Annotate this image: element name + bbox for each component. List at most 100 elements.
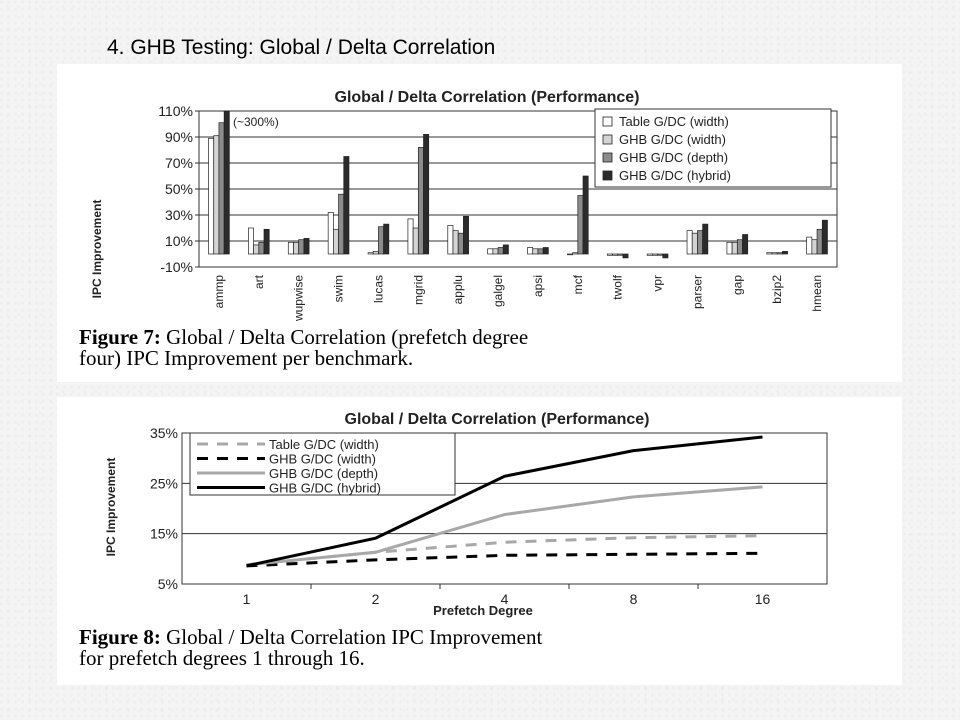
bar [816,228,823,255]
figure-7-panel: Global / Delta Correlation (Performance)… [57,64,902,382]
bar [248,227,254,255]
bar [736,239,743,255]
y-tick-label: 90% [165,129,193,145]
bar [417,147,424,255]
bar [407,218,414,255]
bar [606,253,613,256]
bar [372,251,379,255]
bar [577,195,584,255]
x-tick-label: art [252,274,266,289]
bar [567,253,573,256]
bar [686,230,693,255]
bar [213,135,220,255]
bar [806,236,813,255]
x-tick-label: galgel [491,275,505,307]
x-tick-label: mgrid [411,275,425,305]
y-tick-label: 30% [165,207,193,223]
x-tick-label: vpr [651,275,665,292]
y-tick-label: 110% [158,103,193,119]
figure-8-caption: Figure 8: Global / Delta Correlation IPC… [79,627,542,669]
y-tick-label: 15% [150,526,178,542]
legend-label: GHB G/DC (depth) [269,466,378,481]
y-tick-label: -10% [160,259,193,275]
bar [423,134,430,255]
bar [293,241,300,255]
bar [208,137,215,255]
legend-label: GHB G/DC (width) [269,452,376,467]
bar [582,175,589,255]
x-tick-label: apsi [531,275,545,297]
x-tick-label: gap [730,275,744,295]
bar [776,252,783,255]
bar [492,248,499,255]
caption-label: Figure 8: [79,625,161,649]
bar [542,247,549,255]
bar [662,253,669,259]
annotation-label: (~300%) [233,115,279,129]
bar [303,238,310,255]
bar [617,253,624,256]
legend-box [189,432,456,496]
caption-text-line2: four) IPC Improvement per benchmark. [79,346,414,370]
bar [691,232,698,255]
x-tick-label: lucas [371,275,385,303]
bar [612,253,619,256]
bar [782,251,788,255]
y-axis-label: IPC Improvement [90,200,104,299]
legend-label: GHB G/DC (hybrid) [619,168,731,183]
bar [223,110,230,255]
bar [697,230,703,255]
x-tick-label: wupwise [292,275,306,322]
bar [218,122,225,255]
bar [821,219,828,255]
bar [497,247,504,255]
bar [657,253,664,256]
bar [731,241,738,255]
legend-label: GHB G/DC (depth) [619,150,728,165]
bar [378,226,384,255]
y-tick-label: 5% [158,576,178,592]
y-tick-label: 25% [150,475,178,491]
series-line [246,485,763,567]
bar [532,248,539,255]
bar [253,244,260,255]
bar [487,248,494,255]
legend-label: Table G/DC (width) [269,437,379,452]
bar-chart: Global / Delta Correlation (Performance)… [90,89,838,322]
x-tick-label: hmean [810,275,824,312]
caption-text-line2: for prefetch degrees 1 through 16. [79,646,365,670]
bar [412,227,419,255]
legend-label: GHB G/DC (hybrid) [269,481,381,496]
figure-7-caption: Figure 7: Global / Delta Correlation (pr… [79,327,528,369]
bar [452,230,459,255]
bar [502,244,509,255]
bar [652,253,658,256]
x-axis-label: Prefetch Degree [433,603,533,618]
bar [537,248,544,255]
x-tick-label: 4 [501,591,509,607]
x-tick-label: swim [332,275,346,302]
x-tick-label: parser [690,275,704,309]
legend-box [594,108,832,188]
bar [726,241,733,255]
caption-text: Global / Delta Correlation IPC Improveme… [160,625,543,649]
bar [343,156,350,255]
legend-swatch [602,116,613,127]
x-tick-label: mcf [571,274,585,294]
bar [771,252,778,255]
x-tick-label: 8 [630,591,638,607]
y-tick-label: 10% [165,233,193,249]
y-tick-label: 35% [150,425,178,441]
bar [263,228,270,255]
chart-title: Global / Delta Correlation (Performance) [345,411,650,428]
bar [338,193,345,255]
bar [447,225,454,255]
x-tick-label: 16 [755,591,771,607]
legend-swatch [602,152,613,163]
x-tick-label: ammp [212,275,226,309]
legend-label: GHB G/DC (width) [619,132,726,147]
legend-swatch [602,134,613,145]
x-tick-label: bzip2 [770,275,784,304]
bar [463,215,469,255]
y-axis-label: IPC Improvement [104,458,118,557]
